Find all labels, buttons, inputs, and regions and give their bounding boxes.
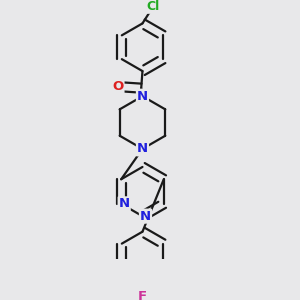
- Text: N: N: [137, 90, 148, 103]
- Text: N: N: [118, 197, 130, 210]
- Text: Cl: Cl: [146, 0, 159, 13]
- Text: O: O: [112, 80, 124, 93]
- Text: N: N: [137, 142, 148, 155]
- Text: F: F: [138, 290, 147, 300]
- Text: N: N: [140, 210, 151, 223]
